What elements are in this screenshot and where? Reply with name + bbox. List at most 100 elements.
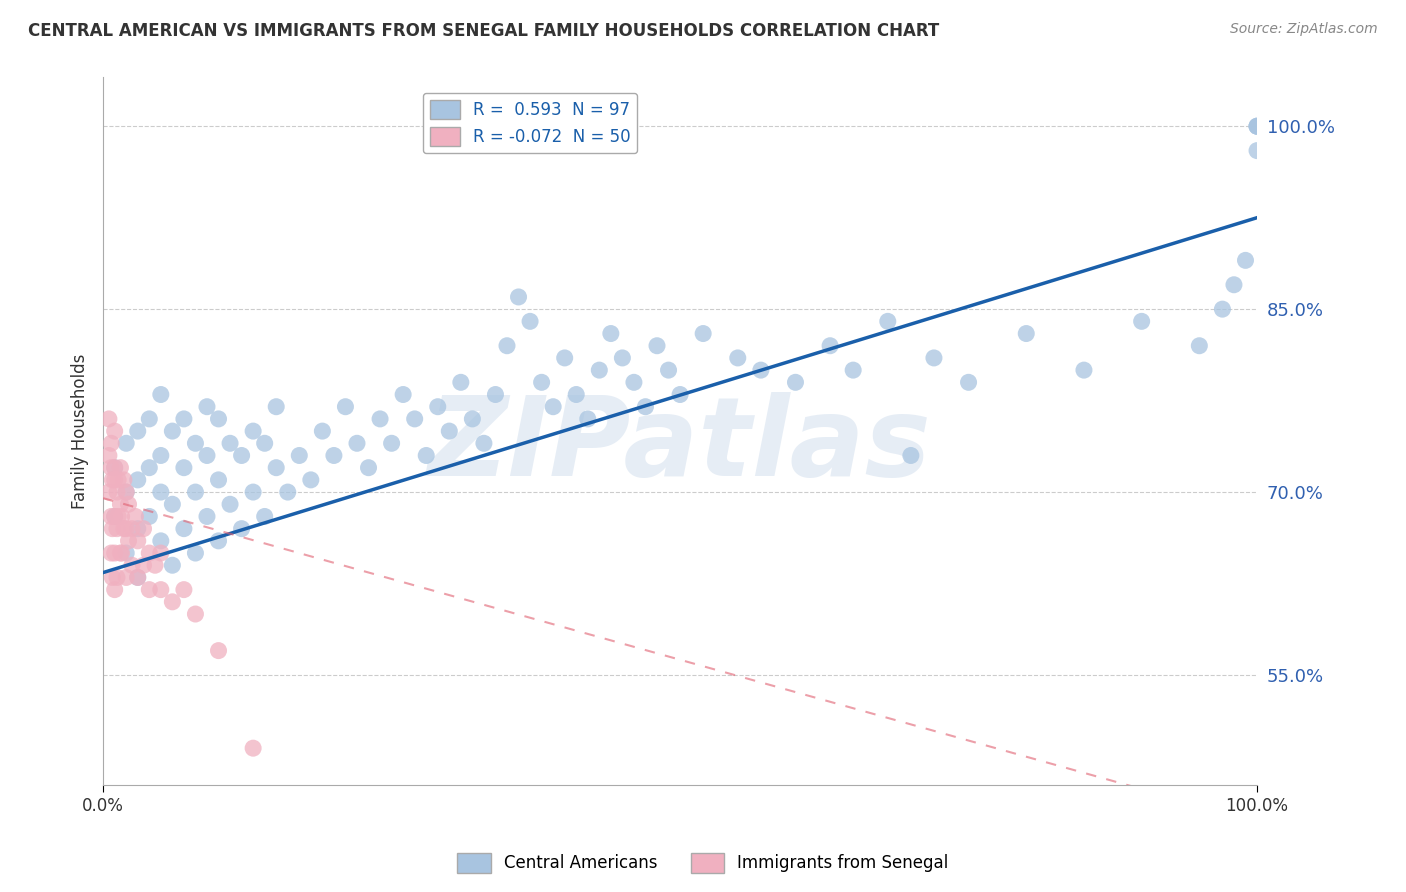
Point	[657, 363, 679, 377]
Point	[530, 376, 553, 390]
Y-axis label: Family Households: Family Households	[72, 353, 89, 508]
Point	[162, 595, 184, 609]
Point	[1015, 326, 1038, 341]
Point	[599, 326, 621, 341]
Point	[692, 326, 714, 341]
Point	[173, 460, 195, 475]
Point	[426, 400, 449, 414]
Point	[104, 546, 127, 560]
Point	[484, 387, 506, 401]
Point	[127, 570, 149, 584]
Point	[335, 400, 357, 414]
Point	[184, 436, 207, 450]
Point	[1188, 339, 1211, 353]
Point	[645, 339, 668, 353]
Point	[195, 400, 218, 414]
Point	[184, 485, 207, 500]
Point	[104, 509, 127, 524]
Point	[749, 363, 772, 377]
Point	[138, 509, 160, 524]
Point	[1246, 144, 1268, 158]
Point	[101, 473, 124, 487]
Point	[115, 546, 138, 560]
Point	[105, 522, 128, 536]
Point	[253, 436, 276, 450]
Point	[450, 376, 472, 390]
Point	[231, 449, 253, 463]
Point	[127, 522, 149, 536]
Point	[127, 473, 149, 487]
Point	[149, 485, 172, 500]
Point	[219, 497, 242, 511]
Point	[132, 522, 155, 536]
Point	[1073, 363, 1095, 377]
Point	[264, 460, 287, 475]
Point	[242, 424, 264, 438]
Point	[242, 741, 264, 756]
Point	[439, 424, 461, 438]
Legend: R =  0.593  N = 97, R = -0.072  N = 50: R = 0.593 N = 97, R = -0.072 N = 50	[423, 93, 637, 153]
Point	[127, 570, 149, 584]
Point	[101, 570, 124, 584]
Text: ZIPatlas: ZIPatlas	[429, 392, 932, 499]
Point	[299, 473, 322, 487]
Point	[472, 436, 495, 450]
Point	[207, 412, 229, 426]
Point	[404, 412, 426, 426]
Point	[1211, 302, 1233, 317]
Point	[727, 351, 749, 365]
Point	[97, 449, 120, 463]
Legend: Central Americans, Immigrants from Senegal: Central Americans, Immigrants from Seneg…	[451, 847, 955, 880]
Point	[107, 509, 129, 524]
Point	[162, 558, 184, 573]
Point	[922, 351, 945, 365]
Point	[173, 412, 195, 426]
Point	[97, 412, 120, 426]
Point	[842, 363, 865, 377]
Point	[138, 582, 160, 597]
Point	[112, 473, 135, 487]
Point	[100, 460, 122, 475]
Point	[277, 485, 299, 500]
Point	[519, 314, 541, 328]
Point	[107, 473, 129, 487]
Point	[127, 424, 149, 438]
Point	[121, 558, 143, 573]
Point	[162, 497, 184, 511]
Point	[288, 449, 311, 463]
Point	[634, 400, 657, 414]
Point	[115, 485, 138, 500]
Point	[149, 387, 172, 401]
Point	[322, 449, 344, 463]
Point	[576, 412, 599, 426]
Point	[138, 546, 160, 560]
Point	[207, 533, 229, 548]
Point	[149, 449, 172, 463]
Point	[415, 449, 437, 463]
Point	[110, 546, 132, 560]
Point	[207, 473, 229, 487]
Point	[110, 546, 132, 560]
Point	[105, 485, 128, 500]
Point	[242, 485, 264, 500]
Point	[900, 449, 922, 463]
Point	[219, 436, 242, 450]
Point	[149, 582, 172, 597]
Point	[311, 424, 333, 438]
Point	[264, 400, 287, 414]
Point	[612, 351, 634, 365]
Point	[110, 460, 132, 475]
Point	[104, 582, 127, 597]
Point	[115, 436, 138, 450]
Point	[112, 522, 135, 536]
Point	[785, 376, 807, 390]
Point	[149, 546, 172, 560]
Point	[346, 436, 368, 450]
Point	[565, 387, 588, 401]
Point	[184, 546, 207, 560]
Text: Source: ZipAtlas.com: Source: ZipAtlas.com	[1230, 22, 1378, 37]
Point	[1130, 314, 1153, 328]
Point	[100, 546, 122, 560]
Point	[669, 387, 692, 401]
Point	[381, 436, 404, 450]
